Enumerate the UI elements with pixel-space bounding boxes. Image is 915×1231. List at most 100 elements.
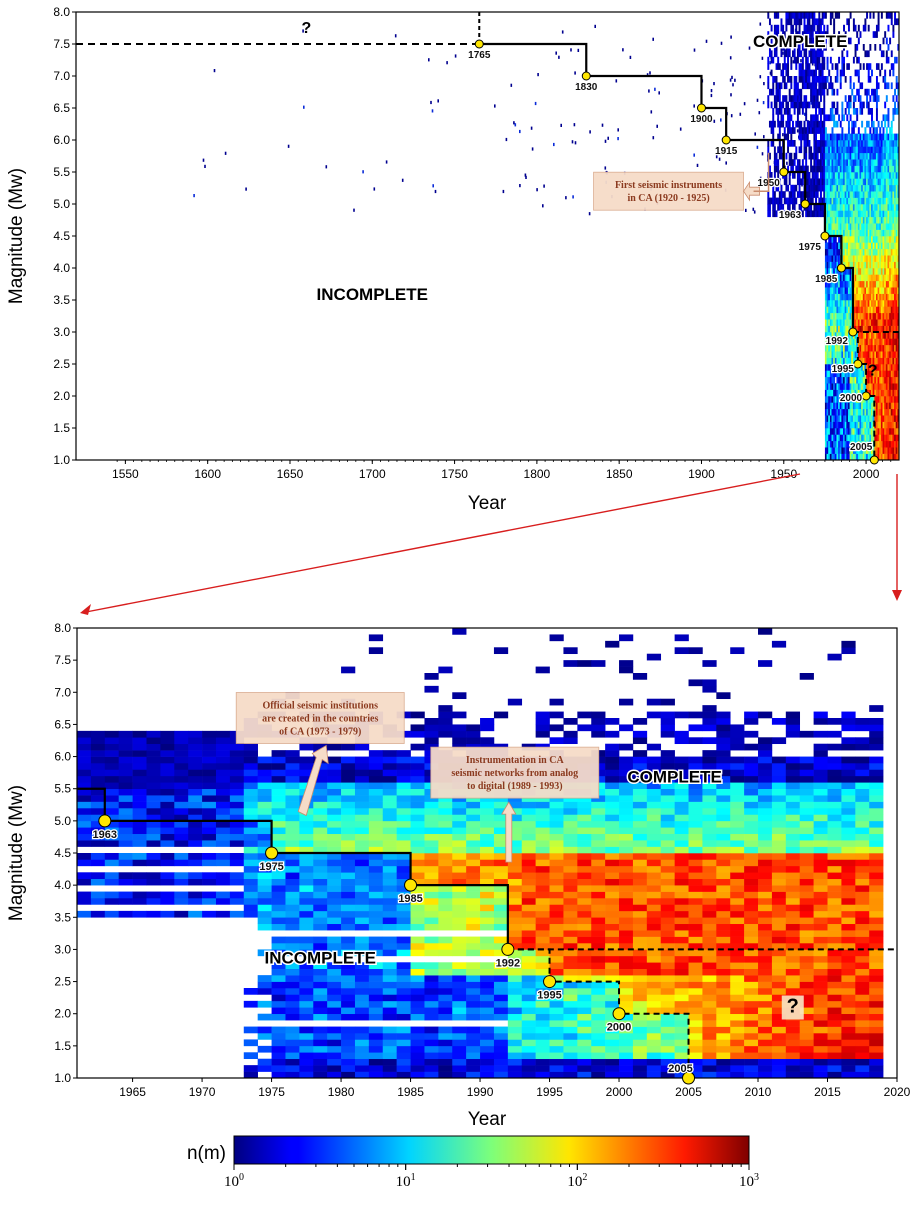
heatmap-cell bbox=[480, 988, 495, 995]
heatmap-cell bbox=[838, 197, 841, 205]
heatmap-cell bbox=[838, 325, 841, 333]
heatmap-cell bbox=[875, 415, 878, 422]
y-tick-label: 3.5 bbox=[53, 293, 70, 307]
heatmap-cell bbox=[862, 383, 865, 390]
heatmap-cell bbox=[806, 63, 809, 70]
heatmap-cell bbox=[327, 859, 342, 867]
heatmap-cell bbox=[856, 88, 859, 96]
heatmap-cell bbox=[833, 325, 836, 333]
heatmap-cell bbox=[819, 152, 822, 160]
heatmap-cell bbox=[872, 396, 875, 403]
heatmap-cell bbox=[871, 293, 873, 301]
heatmap-cell bbox=[821, 82, 824, 90]
heatmap-cell bbox=[889, 287, 892, 294]
heatmap-cell bbox=[838, 216, 841, 224]
heatmap-cell bbox=[851, 172, 854, 179]
heatmap-cell bbox=[892, 370, 895, 378]
heatmap-cell bbox=[859, 274, 862, 282]
heatmap-cell bbox=[368, 1013, 384, 1021]
heatmap-cell bbox=[879, 146, 882, 154]
heatmap-cell bbox=[895, 408, 898, 416]
heatmap-cell bbox=[396, 872, 411, 880]
heatmap-cell bbox=[875, 325, 878, 333]
heatmap-cell bbox=[424, 820, 439, 828]
heatmap-cell bbox=[844, 351, 847, 358]
heatmap-cell bbox=[493, 885, 509, 892]
heatmap-cell bbox=[885, 133, 888, 141]
heatmap-cell bbox=[880, 364, 883, 371]
heatmap-cell bbox=[396, 981, 411, 989]
heatmap-cell bbox=[897, 370, 899, 378]
heatmap-cell bbox=[852, 159, 855, 166]
heatmap-cell bbox=[862, 338, 865, 346]
heatmap-cell bbox=[859, 447, 862, 454]
heatmap-cell bbox=[857, 370, 860, 378]
heatmap-cell bbox=[852, 421, 855, 429]
heatmap-cell bbox=[160, 730, 175, 738]
heatmap-cell bbox=[438, 840, 453, 847]
heatmap-cell bbox=[877, 383, 880, 390]
heatmap-cell bbox=[188, 730, 203, 738]
heatmap-cell bbox=[882, 114, 885, 122]
heatmap-cell bbox=[861, 312, 864, 320]
heatmap-cell bbox=[829, 351, 832, 358]
heatmap-cell bbox=[202, 898, 217, 905]
heatmap-cell bbox=[410, 923, 425, 931]
heatmap-cell bbox=[892, 300, 895, 307]
heatmap-cell bbox=[829, 396, 832, 403]
heatmap-cell bbox=[788, 95, 791, 102]
heatmap-cell bbox=[889, 306, 892, 314]
heatmap-cell bbox=[872, 152, 875, 160]
heatmap-cell bbox=[871, 165, 873, 173]
heatmap-cell bbox=[805, 146, 808, 154]
heatmap-cell bbox=[828, 69, 831, 77]
heatmap-cell bbox=[882, 293, 885, 301]
heatmap-cell bbox=[798, 133, 801, 141]
heatmap-cell bbox=[859, 300, 862, 307]
heatmap-cell bbox=[821, 178, 824, 186]
heatmap-cell bbox=[818, 197, 821, 205]
heatmap-cell bbox=[841, 453, 844, 460]
heatmap-cell bbox=[466, 878, 481, 886]
heatmap-cell bbox=[815, 18, 817, 26]
heatmap-cell bbox=[885, 204, 888, 211]
heatmap-cell bbox=[852, 24, 855, 32]
heatmap-cell bbox=[875, 127, 878, 134]
heatmap-cell bbox=[890, 50, 893, 58]
heatmap-cell bbox=[841, 101, 844, 109]
heatmap-cell bbox=[874, 159, 877, 166]
heatmap-cell bbox=[480, 846, 495, 854]
heatmap-cell bbox=[866, 242, 869, 250]
heatmap-cell bbox=[785, 63, 788, 70]
heatmap-cell bbox=[882, 210, 885, 218]
heatmap-cell bbox=[824, 351, 827, 358]
heatmap-cell bbox=[864, 159, 867, 166]
heatmap-cell bbox=[466, 737, 481, 745]
heatmap-cell bbox=[382, 988, 397, 995]
heatmap-cell bbox=[834, 120, 837, 128]
heatmap-cell bbox=[826, 223, 829, 230]
heatmap-cell bbox=[864, 216, 867, 224]
heatmap-cell bbox=[174, 878, 189, 886]
heatmap-cell bbox=[859, 152, 862, 160]
heatmap-cell bbox=[877, 440, 880, 448]
heatmap-cell bbox=[846, 255, 849, 262]
heatmap-cell bbox=[879, 280, 882, 288]
heatmap-cell bbox=[410, 898, 425, 905]
heatmap-cell bbox=[852, 242, 855, 250]
heatmap-cell bbox=[869, 95, 872, 102]
heatmap-cell bbox=[777, 12, 780, 19]
heatmap-cell bbox=[780, 12, 783, 13]
heatmap-cell bbox=[861, 338, 864, 346]
heatmap-cell bbox=[174, 801, 189, 809]
heatmap-cell bbox=[382, 833, 397, 841]
heatmap-cell bbox=[885, 389, 888, 397]
heatmap-cell bbox=[866, 325, 869, 333]
heatmap-cell bbox=[841, 408, 844, 416]
heatmap-cell bbox=[313, 827, 328, 835]
heatmap-cell bbox=[857, 37, 860, 45]
heatmap-cell bbox=[243, 1071, 258, 1078]
heatmap-cell bbox=[798, 44, 801, 51]
heatmap-cell bbox=[859, 140, 862, 147]
heatmap-cell bbox=[828, 300, 831, 307]
